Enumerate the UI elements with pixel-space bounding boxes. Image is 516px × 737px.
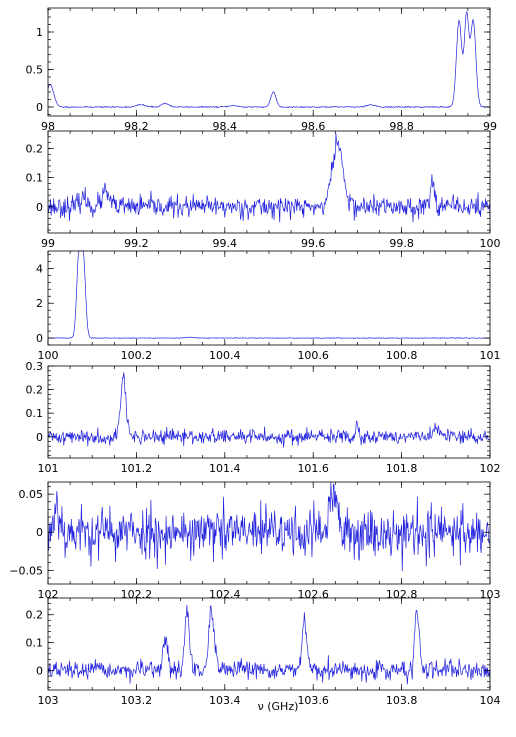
- x-tick-label: 103.6: [297, 694, 329, 707]
- x-tick-label: 100.4: [209, 349, 241, 362]
- spectrum-line-3: [47, 250, 491, 340]
- x-tick-label: 99: [41, 237, 55, 250]
- spectrum-line-2: [47, 133, 491, 223]
- x-tick-label: 99.8: [389, 237, 414, 250]
- panel-1: 98 98.2 98.4 98.6 98.8 99 0 0.5 1: [26, 7, 497, 133]
- panel-4: 101 101.2 101.4 101.6 101.8 102 0 0.1 0.2 0.3: [26, 360, 501, 475]
- spectrum-line-4: [47, 372, 491, 448]
- y-tick-label: 0.3: [26, 360, 44, 373]
- spectrum-line-5: [47, 481, 491, 572]
- x-tick-label: 101.2: [121, 462, 153, 475]
- x-tick-label: 102: [480, 462, 501, 475]
- plot-frame: [47, 130, 491, 234]
- x-tick-label: 99.4: [213, 237, 238, 250]
- x-tick-label: 100.6: [297, 349, 329, 362]
- plot-frame: [47, 7, 491, 117]
- y-tick-label: 0.1: [26, 172, 44, 185]
- x-tick-label: 103.2: [121, 694, 153, 707]
- spectrum-line-6: [47, 605, 491, 685]
- y-tick-label: 0: [36, 526, 43, 539]
- x-tick-label: 100: [38, 349, 59, 362]
- x-tick-label: 103.8: [386, 694, 418, 707]
- x-tick-label: 100: [480, 237, 501, 250]
- y-tick-label: 0.2: [26, 142, 44, 155]
- panel-2: 99 99.2 99.4 99.6 99.8 100 0 0.1 0.2: [26, 130, 501, 250]
- x-tick-label: 99: [483, 120, 497, 133]
- y-tick-label: 0: [36, 101, 43, 114]
- x-tick-label: 100.8: [386, 349, 418, 362]
- x-tick-label: 98.4: [213, 120, 238, 133]
- y-tick-label: 0: [36, 431, 43, 444]
- x-tick-label: 99.2: [124, 237, 149, 250]
- y-tick-label: 0.2: [26, 609, 44, 622]
- y-tick-label: 1: [36, 26, 43, 39]
- x-tick-label: 100.2: [121, 349, 153, 362]
- x-tick-label: 101: [480, 349, 501, 362]
- y-tick-label: 0: [36, 332, 43, 345]
- y-tick-label: 0.2: [26, 384, 44, 397]
- x-tick-label: 101.4: [209, 462, 241, 475]
- y-tick-label: 0.05: [19, 488, 44, 501]
- panel-3: 100 100.2 100.4 100.6 100.8 101 0 2 4: [36, 250, 501, 362]
- x-tick-label: 103: [38, 694, 59, 707]
- y-tick-label: 0.5: [26, 64, 44, 77]
- y-tick-label: 0: [36, 201, 43, 214]
- panel-6: 103 103.2 103.4 103.6 103.8 104 0 0.1 0.2: [26, 597, 501, 707]
- x-tick-label: 103.4: [209, 694, 241, 707]
- x-tick-label: 101: [38, 462, 59, 475]
- y-tick-label: 0.1: [26, 637, 44, 650]
- y-tick-label: 4: [36, 262, 43, 275]
- x-axis-label: ν (GHz): [258, 700, 299, 713]
- plot-frame: [47, 365, 491, 459]
- y-tick-label: 2: [36, 297, 43, 310]
- x-tick-label: 98.8: [389, 120, 414, 133]
- x-tick-label: 98.6: [301, 120, 326, 133]
- x-tick-label: 104: [480, 694, 501, 707]
- spectrum-line-1: [47, 10, 491, 109]
- x-tick-label: 99.6: [301, 237, 326, 250]
- y-tick-label: −0.05: [9, 564, 43, 577]
- x-tick-label: 101.8: [386, 462, 418, 475]
- x-tick-label: 101.6: [297, 462, 329, 475]
- y-tick-label: 0.1: [26, 407, 44, 420]
- plot-frame: [47, 250, 491, 346]
- y-tick-label: 0: [36, 664, 43, 677]
- x-tick-label: 98: [41, 120, 55, 133]
- x-tick-label: 98.2: [124, 120, 149, 133]
